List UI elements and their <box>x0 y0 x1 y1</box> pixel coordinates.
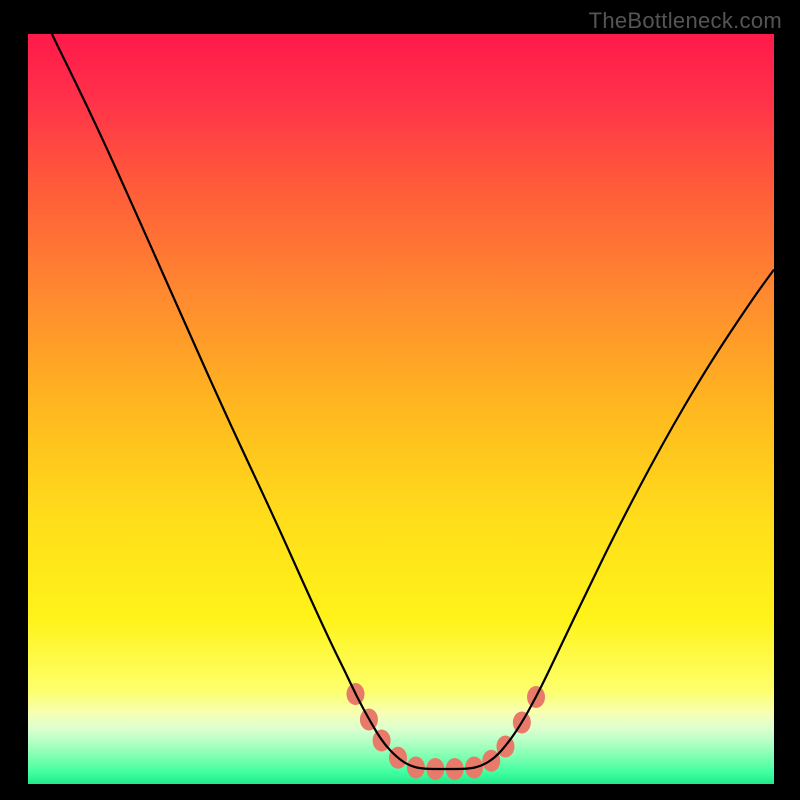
watermark-text: TheBottleneck.com <box>589 8 782 34</box>
bottleneck-curve <box>52 34 774 769</box>
chart-plot-area <box>28 34 774 784</box>
bottleneck-curve-layer <box>28 34 774 784</box>
